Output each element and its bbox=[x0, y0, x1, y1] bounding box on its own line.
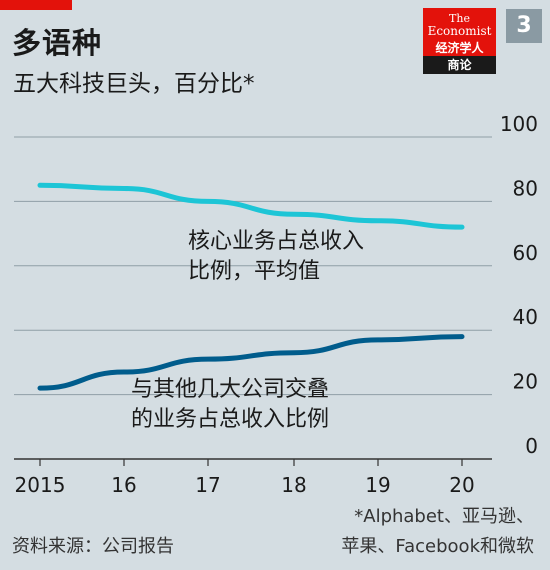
x-tick-label: 20 bbox=[449, 473, 474, 497]
series-line bbox=[37, 334, 465, 391]
footnote: *Alphabet、亚马逊、 苹果、Facebook和微软 bbox=[341, 502, 534, 562]
series-label: 核心业务占总收入 bbox=[188, 229, 364, 254]
x-tick-label: 18 bbox=[281, 473, 306, 497]
series-label: 的业务占总收入比例 bbox=[131, 407, 329, 432]
y-tick-label: 60 bbox=[513, 241, 538, 265]
y-tick-label: 100 bbox=[500, 112, 538, 136]
footnote-line-1: *Alphabet、亚马逊、 bbox=[354, 506, 534, 527]
x-tick-label: 19 bbox=[365, 473, 390, 497]
figure-number-badge: 3 bbox=[506, 9, 542, 43]
series-label: 与其他几大公司交叠 bbox=[131, 377, 329, 402]
logo-line-economist: Economist bbox=[427, 24, 492, 38]
y-tick-label: 0 bbox=[525, 434, 538, 458]
logo-line-the: The bbox=[449, 12, 470, 25]
footnote-line-2: 苹果、Facebook和微软 bbox=[341, 536, 534, 557]
y-tick-label: 20 bbox=[513, 370, 538, 394]
logo-line-shanglun: 商论 bbox=[423, 56, 496, 74]
source-note: 资料来源：公司报告 bbox=[12, 536, 174, 557]
y-tick-label: 40 bbox=[513, 305, 538, 329]
logo-line-cn: 经济学人 bbox=[435, 41, 484, 55]
y-tick-label: 80 bbox=[513, 176, 538, 200]
x-tick-label: 17 bbox=[195, 473, 220, 497]
series-label: 比例，平均值 bbox=[188, 259, 320, 284]
chart-title: 多语种 bbox=[12, 26, 103, 60]
chart-subtitle: 五大科技巨头，百分比* bbox=[13, 71, 255, 97]
x-tick-label: 2015 bbox=[15, 473, 66, 497]
x-tick-label: 16 bbox=[111, 473, 136, 497]
series-line bbox=[37, 182, 465, 230]
brand-bar bbox=[0, 0, 72, 10]
economist-logo: The Economist 经济学人 商论 bbox=[423, 8, 496, 74]
